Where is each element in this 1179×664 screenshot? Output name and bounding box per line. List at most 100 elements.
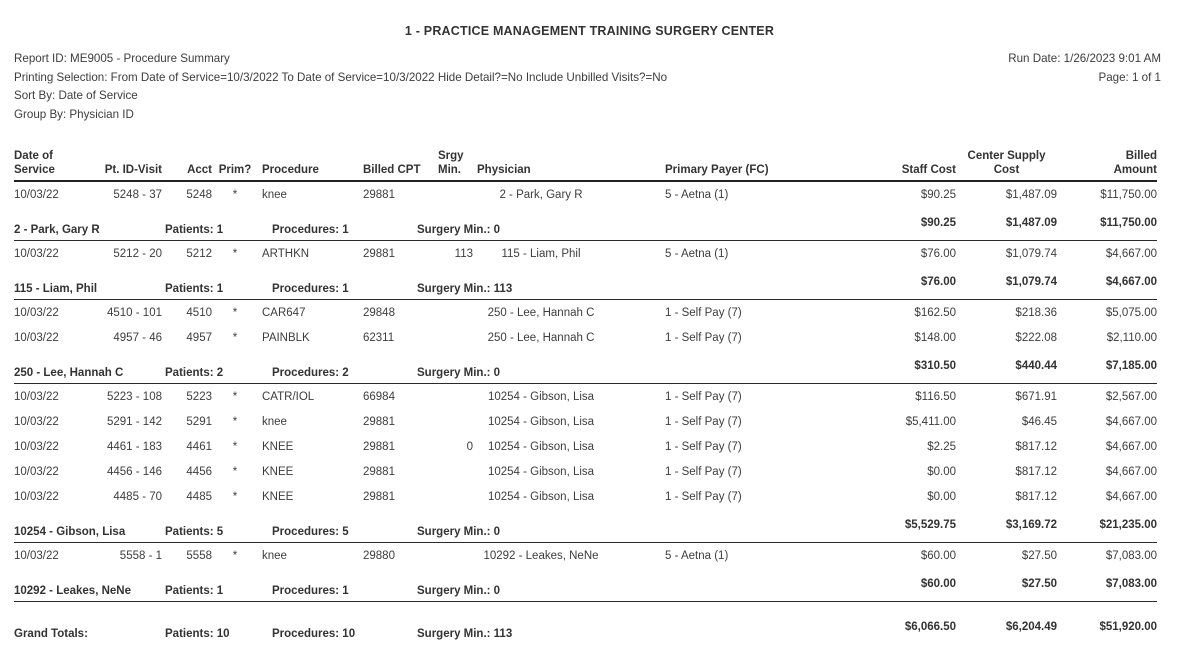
cell-pt-id-visit: 5291 - 142 <box>107 415 162 428</box>
printing-selection-line: Printing Selection: From Date of Service… <box>14 70 668 84</box>
cell-prim: * <box>232 415 238 428</box>
cell-billed-cpt: 29881 <box>363 247 395 260</box>
column-header-pt-id-visit: Pt. ID-Visit <box>104 163 162 176</box>
cell-procedure: knee <box>262 415 287 428</box>
subtotal-physician-label: 115 - Liam, Phil <box>14 283 98 296</box>
subtotal-procedures: Procedures: 2 <box>272 367 349 380</box>
subtotal-billed-amount: $21,235.00 <box>1099 519 1157 532</box>
grand-total-patients: Patients: 10 <box>165 628 230 641</box>
cell-date-of-service: 10/03/22 <box>14 188 59 201</box>
grand-total-staff-cost: $6,066.50 <box>904 621 956 634</box>
group-by-line: Group By: Physician ID <box>14 107 134 121</box>
subtotal-billed-amount: $4,667.00 <box>1105 276 1157 289</box>
cell-procedure: CAR647 <box>262 306 306 319</box>
cell-billed-cpt: 29881 <box>363 415 395 428</box>
detail-row: 10/03/22 4957 - 46 4957 * PAINBLK 62311 … <box>14 325 1157 350</box>
report-table-body: 10/03/22 5248 - 37 5248 * knee 29881 2 -… <box>14 182 1157 642</box>
cell-center-supply-cost: $671.91 <box>1015 390 1057 403</box>
subtotal-row: 10292 - Leakes, NeNe Patients: 1 Procedu… <box>14 568 1157 603</box>
subtotal-staff-cost: $90.25 <box>920 217 956 230</box>
column-header-billed-cpt: Billed CPT <box>363 163 421 176</box>
cell-acct: 5558 <box>186 549 212 562</box>
cell-acct: 4456 <box>186 465 212 478</box>
cell-procedure: knee <box>262 549 287 562</box>
column-header-srgy-min: Srgy Min. <box>438 150 464 176</box>
cell-physician: 10254 - Gibson, Lisa <box>487 415 595 428</box>
grand-total-label: Grand Totals: <box>14 628 88 641</box>
subtotal-physician-label: 10292 - Leakes, NeNe <box>14 585 131 598</box>
subtotal-center-supply-cost: $3,169.72 <box>1005 519 1057 532</box>
grand-total-billed-amount: $51,920.00 <box>1099 621 1157 634</box>
column-header-staff-cost: Staff Cost <box>901 163 956 176</box>
cell-primary-payer: 1 - Self Pay (7) <box>665 490 742 503</box>
column-header-center-supply-cost: Center Supply Cost <box>967 150 1046 176</box>
cell-center-supply-cost: $817.12 <box>1015 490 1057 503</box>
subtotal-row: 250 - Lee, Hannah C Patients: 2 Procedur… <box>14 350 1157 385</box>
subtotal-procedures: Procedures: 1 <box>272 585 349 598</box>
cell-acct: 4510 <box>186 306 212 319</box>
cell-staff-cost: $76.00 <box>920 247 956 260</box>
detail-row: 10/03/22 5223 - 108 5223 * CATR/IOL 6698… <box>14 384 1157 409</box>
cell-primary-payer: 1 - Self Pay (7) <box>665 465 742 478</box>
subtotal-surgery-min: Surgery Min.: 0 <box>417 526 501 539</box>
cell-acct: 4461 <box>186 440 212 453</box>
report-meta-left: Report ID: ME9005 - Procedure Summary Pr… <box>14 50 667 124</box>
cell-srgy-min: 0 <box>466 440 473 453</box>
cell-procedure: PAINBLK <box>262 331 310 344</box>
report-page: 1 - PRACTICE MANAGEMENT TRAINING SURGERY… <box>0 24 1179 642</box>
cell-billed-cpt: 29881 <box>363 490 395 503</box>
cell-date-of-service: 10/03/22 <box>14 390 59 403</box>
cell-date-of-service: 10/03/22 <box>14 306 59 319</box>
cell-billed-cpt: 29848 <box>363 306 395 319</box>
cell-billed-amount: $4,667.00 <box>1105 247 1157 260</box>
subtotal-row: 2 - Park, Gary R Patients: 1 Procedures:… <box>14 207 1157 242</box>
cell-acct: 5248 <box>186 188 212 201</box>
cell-staff-cost: $0.00 <box>927 465 956 478</box>
cell-staff-cost: $0.00 <box>927 490 956 503</box>
cell-center-supply-cost: $27.50 <box>1021 549 1057 562</box>
cell-date-of-service: 10/03/22 <box>14 490 59 503</box>
cell-pt-id-visit: 4485 - 70 <box>113 490 162 503</box>
cell-physician: 250 - Lee, Hannah C <box>487 331 595 344</box>
cell-billed-cpt: 29881 <box>363 188 395 201</box>
cell-acct: 4485 <box>186 490 212 503</box>
cell-prim: * <box>232 549 238 562</box>
cell-physician: 10292 - Leakes, NeNe <box>483 549 599 562</box>
detail-row: 10/03/22 5291 - 142 5291 * knee 29881 10… <box>14 409 1157 434</box>
cell-primary-payer: 1 - Self Pay (7) <box>665 415 742 428</box>
cell-acct: 5291 <box>186 415 212 428</box>
report-id-line: Report ID: ME9005 - Procedure Summary <box>14 52 230 65</box>
cell-billed-amount: $2,110.00 <box>1106 331 1157 344</box>
cell-physician: 250 - Lee, Hannah C <box>487 306 595 319</box>
cell-billed-amount: $2,567.00 <box>1105 390 1157 403</box>
detail-row: 10/03/22 5248 - 37 5248 * knee 29881 2 -… <box>14 182 1157 207</box>
report-meta: Report ID: ME9005 - Procedure Summary Pr… <box>14 50 1161 124</box>
cell-staff-cost: $116.50 <box>915 390 956 403</box>
report-table: Date of Service Pt. ID-Visit Acct Prim? … <box>14 150 1157 642</box>
cell-staff-cost: $148.00 <box>914 331 956 344</box>
subtotal-patients: Patients: 1 <box>165 283 224 296</box>
table-header-row: Date of Service Pt. ID-Visit Acct Prim? … <box>14 150 1157 183</box>
column-header-acct: Acct <box>187 163 212 176</box>
cell-date-of-service: 10/03/22 <box>14 415 59 428</box>
cell-date-of-service: 10/03/22 <box>14 331 59 344</box>
run-date-line: Run Date: 1/26/2023 9:01 AM <box>1008 52 1161 65</box>
cell-date-of-service: 10/03/22 <box>14 247 59 260</box>
cell-physician: 10254 - Gibson, Lisa <box>487 440 595 453</box>
cell-prim: * <box>232 390 238 403</box>
cell-center-supply-cost: $1,079.74 <box>1005 247 1057 260</box>
cell-acct: 4957 <box>186 331 212 344</box>
cell-center-supply-cost: $1,487.09 <box>1005 188 1057 201</box>
cell-pt-id-visit: 5223 - 108 <box>107 390 162 403</box>
cell-prim: * <box>232 247 238 260</box>
subtotal-physician-label: 10254 - Gibson, Lisa <box>14 526 126 539</box>
cell-acct: 5223 <box>186 390 212 403</box>
subtotal-center-supply-cost: $1,079.74 <box>1005 276 1057 289</box>
subtotal-staff-cost: $76.00 <box>920 276 956 289</box>
sort-by-line: Sort By: Date of Service <box>14 89 138 103</box>
subtotal-procedures: Procedures: 5 <box>272 526 349 539</box>
subtotal-patients: Patients: 1 <box>165 224 224 237</box>
cell-primary-payer: 5 - Aetna (1) <box>665 188 729 201</box>
cell-billed-cpt: 29881 <box>363 440 395 453</box>
cell-billed-amount: $4,667.00 <box>1105 465 1157 478</box>
